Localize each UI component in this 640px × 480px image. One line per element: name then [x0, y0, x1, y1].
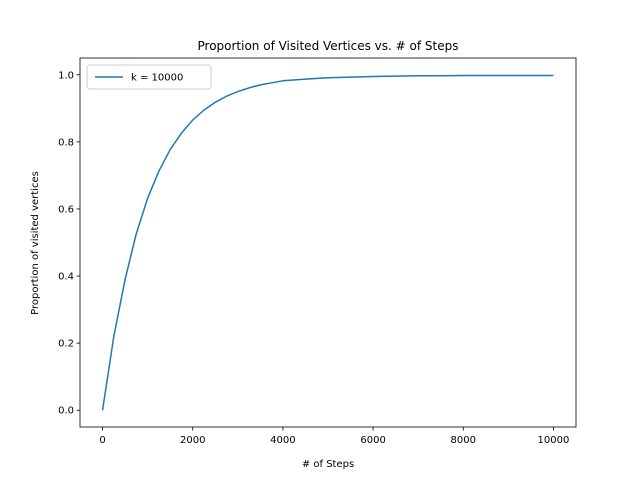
- legend-box: [86, 64, 212, 90]
- chart-title: Proportion of Visited Vertices vs. # of …: [198, 39, 459, 53]
- legend: k = 10000: [86, 64, 212, 90]
- y-axis-label: Proportion of visited vertices: [30, 171, 41, 315]
- series-line-0: [101, 74, 554, 411]
- y-tick-label: 0.8: [58, 137, 74, 148]
- x-axis-ticks: 0 2000 4000 6000 8000 10000: [99, 427, 569, 446]
- y-tick-label: 0.2: [58, 339, 74, 350]
- x-tick-label: 10000: [538, 435, 570, 446]
- y-axis-ticks: 0.0 0.2 0.4 0.6 0.8 1.0: [58, 70, 80, 417]
- y-tick-label: 1.0: [58, 70, 74, 81]
- plot-area: [79, 57, 577, 428]
- y-tick-label: 0.6: [58, 204, 74, 215]
- x-axis-label: # of Steps: [302, 459, 354, 470]
- y-tick-label: 0.4: [58, 272, 74, 283]
- axes-frame: [79, 57, 577, 428]
- x-tick-label: 0: [99, 435, 105, 446]
- legend-label-0: k = 10000: [131, 73, 183, 84]
- x-tick-label: 4000: [270, 435, 295, 446]
- y-tick-label: 0.0: [58, 406, 74, 417]
- x-tick-label: 6000: [360, 435, 385, 446]
- x-tick-label: 8000: [451, 435, 476, 446]
- x-tick-label: 2000: [180, 435, 205, 446]
